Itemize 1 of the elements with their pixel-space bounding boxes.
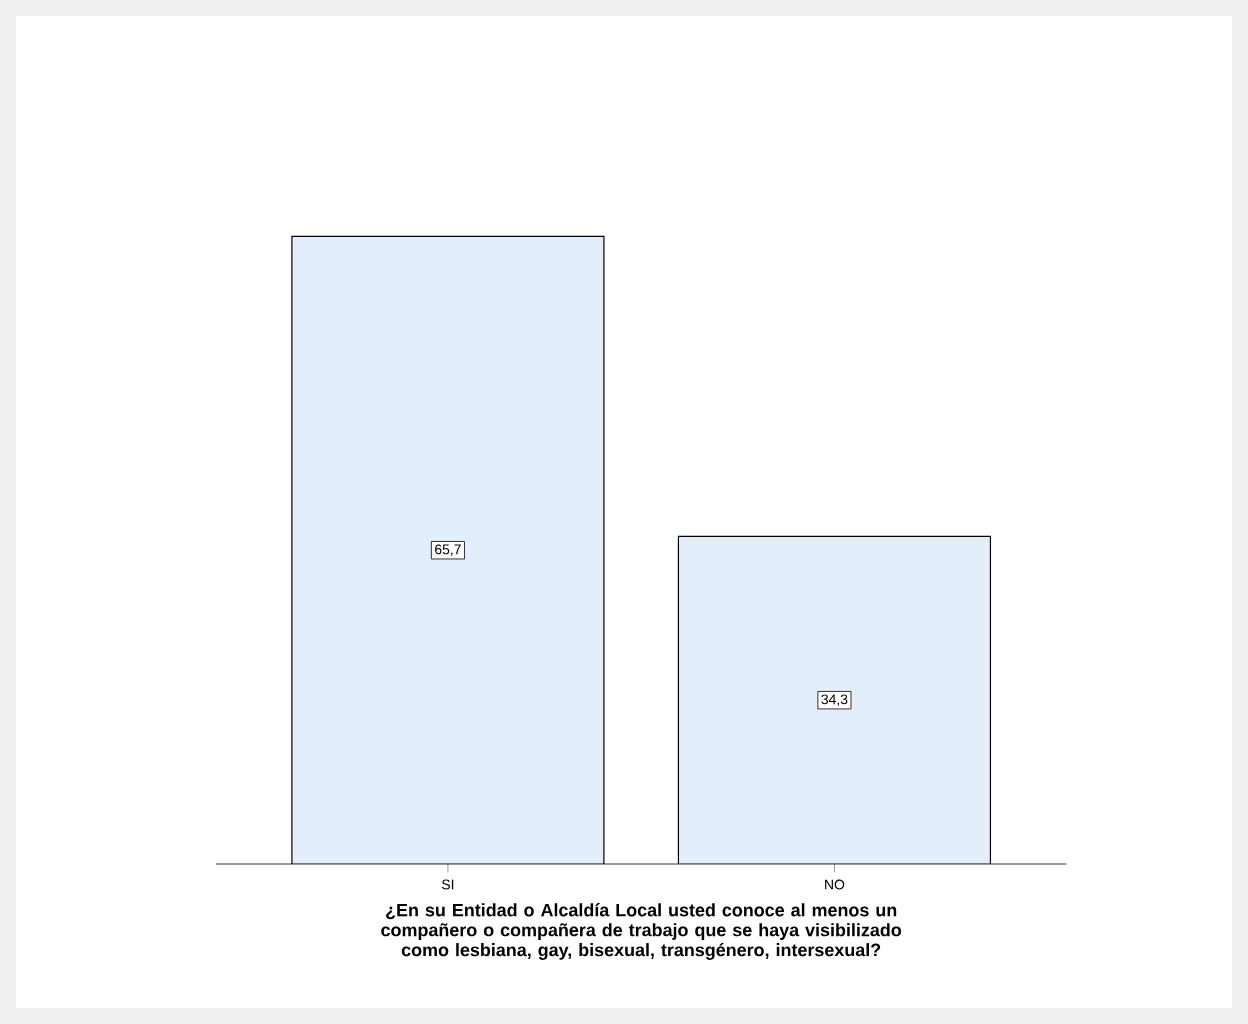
x-axis-title: ¿En su Entidad o Alcaldía Local usted conoce al menos un compañero o compañera de trabajo que se haya visibilizado como lesbiana, gay, bisexual, transgénero, intersexual? xyxy=(381,903,902,960)
